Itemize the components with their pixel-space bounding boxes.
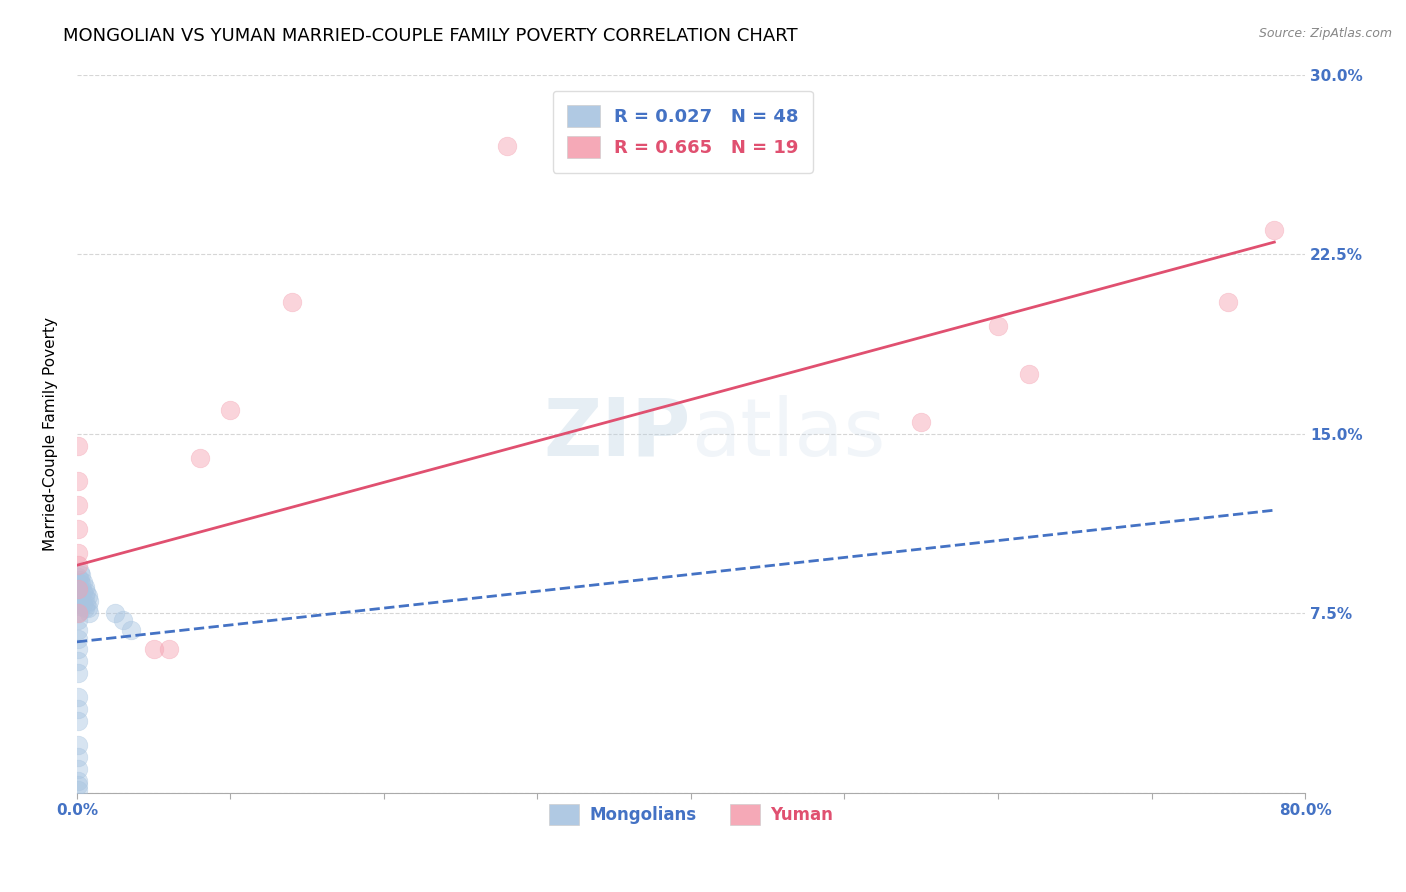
Point xyxy=(67,665,90,680)
Point xyxy=(67,632,90,647)
Point xyxy=(67,439,90,453)
Point xyxy=(67,762,90,776)
Point xyxy=(67,642,90,657)
Point xyxy=(67,690,90,704)
Point xyxy=(67,546,90,560)
Point xyxy=(281,294,304,309)
Point xyxy=(69,566,91,580)
Point xyxy=(67,590,90,604)
Point xyxy=(67,702,90,716)
Point xyxy=(67,714,90,728)
Point xyxy=(111,613,134,627)
Point xyxy=(67,599,90,613)
Point xyxy=(67,558,90,573)
Point xyxy=(67,738,90,752)
Point xyxy=(72,574,94,589)
Point xyxy=(67,654,90,668)
Point xyxy=(67,475,90,489)
Point xyxy=(67,499,90,513)
Point xyxy=(67,613,90,627)
Text: Source: ZipAtlas.com: Source: ZipAtlas.com xyxy=(1258,27,1392,40)
Point xyxy=(72,597,94,611)
Point xyxy=(67,594,90,608)
Point xyxy=(1263,223,1285,237)
Point xyxy=(67,749,90,764)
Point xyxy=(69,582,91,597)
Point xyxy=(987,318,1010,333)
Point xyxy=(67,582,90,597)
Point xyxy=(67,584,90,599)
Point xyxy=(76,590,98,604)
Point xyxy=(75,597,97,611)
Point xyxy=(69,604,91,618)
Point xyxy=(67,779,90,793)
Point xyxy=(69,573,91,587)
Point xyxy=(67,606,90,620)
Point xyxy=(120,623,142,637)
Point xyxy=(70,567,93,582)
Point xyxy=(910,415,932,429)
Point xyxy=(76,601,98,615)
Point xyxy=(67,783,90,797)
Point xyxy=(67,522,90,536)
Point xyxy=(69,590,91,604)
Point xyxy=(69,597,91,611)
Point xyxy=(67,570,90,584)
Point xyxy=(67,773,90,788)
Point xyxy=(73,580,96,594)
Point xyxy=(75,584,97,599)
Point xyxy=(157,642,180,657)
Legend: Mongolians, Yuman: Mongolians, Yuman xyxy=(540,794,842,835)
Point xyxy=(73,590,96,604)
Point xyxy=(77,594,100,608)
Point xyxy=(142,642,165,657)
Point xyxy=(77,606,100,620)
Point xyxy=(70,587,93,601)
Point xyxy=(70,577,93,591)
Text: ZIP: ZIP xyxy=(544,394,690,473)
Point xyxy=(1218,294,1240,309)
Point xyxy=(104,606,127,620)
Point xyxy=(67,606,90,620)
Text: MONGOLIAN VS YUMAN MARRIED-COUPLE FAMILY POVERTY CORRELATION CHART: MONGOLIAN VS YUMAN MARRIED-COUPLE FAMILY… xyxy=(63,27,797,45)
Point xyxy=(495,139,517,153)
Point xyxy=(1018,367,1040,381)
Point xyxy=(72,584,94,599)
Point xyxy=(188,450,211,465)
Y-axis label: Married-Couple Family Poverty: Married-Couple Family Poverty xyxy=(44,317,58,550)
Point xyxy=(67,623,90,637)
Point xyxy=(67,580,90,594)
Point xyxy=(73,601,96,615)
Point xyxy=(70,594,93,608)
Point xyxy=(219,402,242,417)
Point xyxy=(67,574,90,589)
Text: atlas: atlas xyxy=(690,394,886,473)
